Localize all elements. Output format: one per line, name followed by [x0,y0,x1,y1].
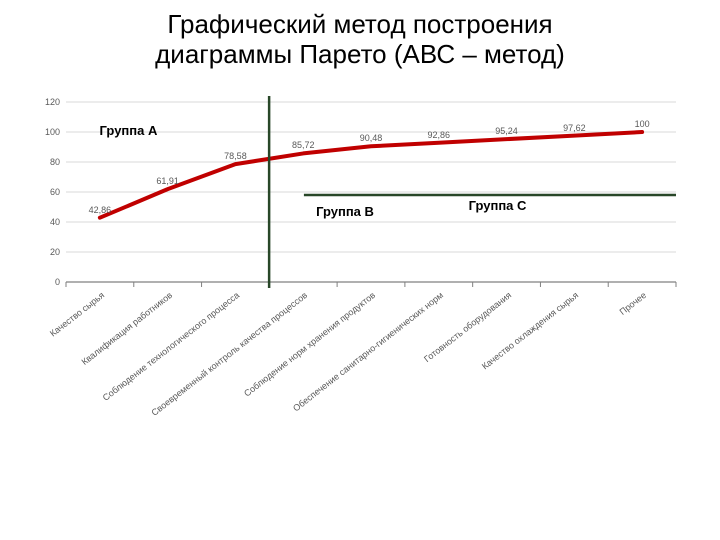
y-tick-label: 40 [50,217,66,227]
data-label: 90,48 [360,133,383,143]
page-title: Графический метод построения диаграммы П… [0,10,720,70]
x-category-label: Обеспечение санитарно-гигиенических норм [291,290,445,413]
group-label-b: Группа В [316,204,374,219]
y-tick-label: 20 [50,247,66,257]
data-label: 85,72 [292,140,315,150]
title-line-2: диаграммы Парето (АВС – метод) [155,39,565,69]
data-label: 100 [635,119,650,129]
y-tick-label: 80 [50,157,66,167]
x-category-label: Качество сырья [48,290,106,339]
y-tick-label: 100 [45,127,66,137]
y-tick-label: 60 [50,187,66,197]
data-label: 78,58 [224,151,247,161]
data-label: 95,24 [495,126,518,136]
data-label: 61,91 [156,176,179,186]
group-label-c: Группа С [469,198,527,213]
slide: Графический метод построения диаграммы П… [0,0,720,540]
x-category-label: Прочее [618,290,649,317]
data-label: 97,62 [563,123,586,133]
pareto-chart: 02040608010012042,8661,9178,5885,7290,48… [66,102,676,282]
y-tick-label: 120 [45,97,66,107]
data-label: 92,86 [428,130,451,140]
x-category-label: Соблюдение технологического процесса [101,290,241,403]
group-label-a: Группа А [100,123,158,138]
y-tick-label: 0 [55,277,66,287]
x-category-label: Своевременный контроль качества процессо… [150,290,310,418]
data-label: 42,86 [89,205,112,215]
x-category-label: Соблюдение норм хранения продуктов [242,290,377,399]
title-line-1: Графический метод построения [167,9,552,39]
